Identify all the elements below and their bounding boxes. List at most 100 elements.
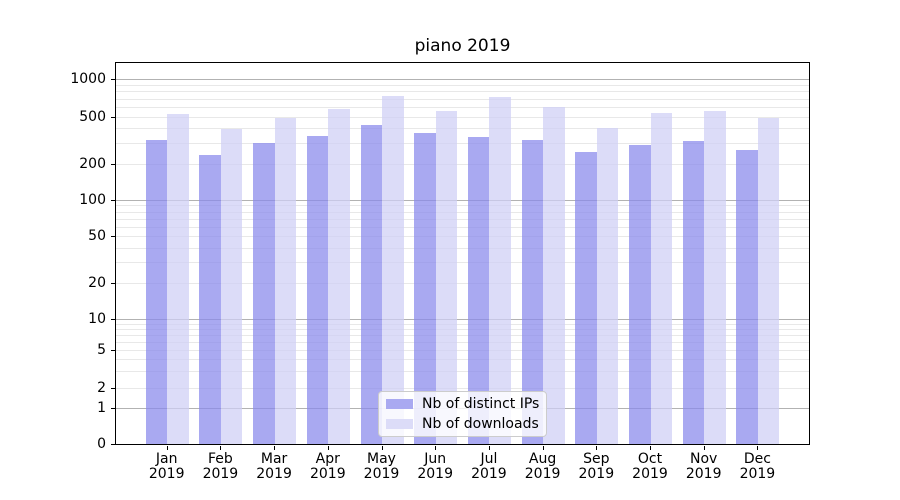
bar-distinct-ips xyxy=(199,154,221,444)
x-tick-month: Oct xyxy=(637,451,663,467)
bar-distinct-ips xyxy=(145,139,168,444)
y-gridline-minor xyxy=(116,205,809,207)
x-tick-month: Jan xyxy=(155,451,178,467)
legend-swatch-distinct-ips xyxy=(386,399,413,409)
y-gridline-minor xyxy=(116,247,809,249)
bar-downloads xyxy=(489,97,511,444)
y-gridline-minor xyxy=(116,236,809,237)
chart-title: piano 2019 xyxy=(414,36,511,56)
y-tick-label: 50 xyxy=(88,228,106,244)
legend-item-distinct-ips: Nb of distinct IPs xyxy=(386,396,546,412)
y-gridline-minor xyxy=(116,323,809,325)
bar-distinct-ips xyxy=(414,133,436,444)
y-tick-mark xyxy=(111,283,115,285)
x-tick-label: Dec 2019 xyxy=(722,452,792,482)
x-tick-year: 2019 xyxy=(202,466,239,482)
x-tick-mark xyxy=(166,446,168,450)
x-tick-year: 2019 xyxy=(256,466,292,482)
y-tick-label: 1000 xyxy=(70,71,106,87)
y-gridline-minor xyxy=(116,117,809,118)
bar-distinct-ips xyxy=(629,144,651,444)
x-tick-year: 2019 xyxy=(363,466,400,482)
x-tick-month: Aug xyxy=(528,451,557,467)
x-tick-label: Oct 2019 xyxy=(615,452,685,482)
x-tick-mark xyxy=(596,446,598,450)
y-tick-mark xyxy=(111,387,115,389)
y-tick-label: 2 xyxy=(97,379,106,396)
y-tick-mark xyxy=(111,407,115,409)
x-tick-mark xyxy=(542,446,544,450)
x-tick-month: Dec xyxy=(743,451,771,467)
y-gridline-minor xyxy=(116,128,809,130)
bar-distinct-ips xyxy=(682,140,705,444)
y-tick-label: 100 xyxy=(79,192,106,208)
x-tick-mark xyxy=(650,446,651,450)
bar-distinct-ips xyxy=(253,143,275,444)
y-tick-label: 10 xyxy=(88,311,106,327)
y-tick-mark xyxy=(111,117,115,118)
y-gridline-minor xyxy=(116,164,809,165)
bar-distinct-ips xyxy=(467,136,490,444)
y-tick-label: 1 xyxy=(97,399,106,416)
y-tick-mark xyxy=(111,79,115,80)
y-gridline-minor xyxy=(116,143,809,145)
y-gridline-minor xyxy=(116,107,809,108)
y-gridline-major xyxy=(116,79,809,80)
y-gridline-minor xyxy=(116,359,809,361)
legend-label-distinct-ips: Nb of distinct IPs xyxy=(422,396,540,412)
y-gridline-minor xyxy=(116,211,809,213)
plot-area xyxy=(115,62,810,445)
bar-downloads xyxy=(220,129,243,444)
y-gridline-minor xyxy=(116,283,809,285)
y-gridline-minor xyxy=(116,226,809,228)
bar-distinct-ips xyxy=(736,149,758,444)
y-tick-mark xyxy=(111,236,115,237)
y-gridline-minor xyxy=(116,91,809,93)
y-gridline-minor xyxy=(116,335,809,337)
x-tick-month: May xyxy=(367,451,396,467)
x-tick-label: Nov 2019 xyxy=(669,452,739,482)
y-tick-mark xyxy=(111,350,115,352)
bar-downloads xyxy=(757,118,780,444)
bar-distinct-ips xyxy=(360,124,382,444)
y-gridline-minor xyxy=(116,371,809,373)
bar-downloads xyxy=(382,96,404,444)
bar-distinct-ips xyxy=(575,151,597,444)
x-tick-mark xyxy=(274,446,276,450)
x-tick-mark xyxy=(381,446,383,450)
x-tick-mark xyxy=(703,446,705,450)
y-gridline-major xyxy=(116,319,809,320)
x-tick-month: Jul xyxy=(480,451,498,467)
y-gridline-major xyxy=(116,200,809,201)
x-tick-mark xyxy=(327,446,329,450)
y-gridline-minor xyxy=(116,262,809,264)
x-tick-label: May 2019 xyxy=(347,452,417,482)
bar-downloads xyxy=(596,127,619,444)
legend-label-downloads: Nb of downloads xyxy=(422,416,539,432)
x-tick-label: Jul 2019 xyxy=(454,452,524,482)
x-tick-year: 2019 xyxy=(632,466,668,482)
x-tick-month: Sep xyxy=(583,451,610,467)
y-gridline-minor xyxy=(116,84,809,86)
y-tick-mark xyxy=(111,444,115,446)
bar-downloads xyxy=(274,118,297,444)
bar-downloads xyxy=(704,110,726,444)
legend-item-downloads: Nb of downloads xyxy=(386,416,546,432)
x-tick-year: 2019 xyxy=(471,466,507,482)
bar-downloads xyxy=(167,113,189,444)
x-tick-label: Aug 2019 xyxy=(508,452,578,482)
x-tick-year: 2019 xyxy=(578,466,615,482)
y-gridline-minor xyxy=(116,342,809,344)
y-tick-label: 500 xyxy=(79,109,106,125)
x-tick-year: 2019 xyxy=(148,466,185,482)
y-tick-label: 20 xyxy=(88,275,106,292)
x-tick-year: 2019 xyxy=(524,466,561,482)
x-tick-label: Mar 2019 xyxy=(239,452,309,482)
y-gridline-minor xyxy=(116,218,809,220)
y-tick-label: 0 xyxy=(97,436,106,453)
legend-swatch-downloads xyxy=(386,419,413,429)
x-tick-month: Jun xyxy=(424,451,447,467)
x-tick-label: Jun 2019 xyxy=(400,452,470,482)
y-tick-mark xyxy=(111,164,115,165)
y-gridline-minor xyxy=(116,329,809,331)
